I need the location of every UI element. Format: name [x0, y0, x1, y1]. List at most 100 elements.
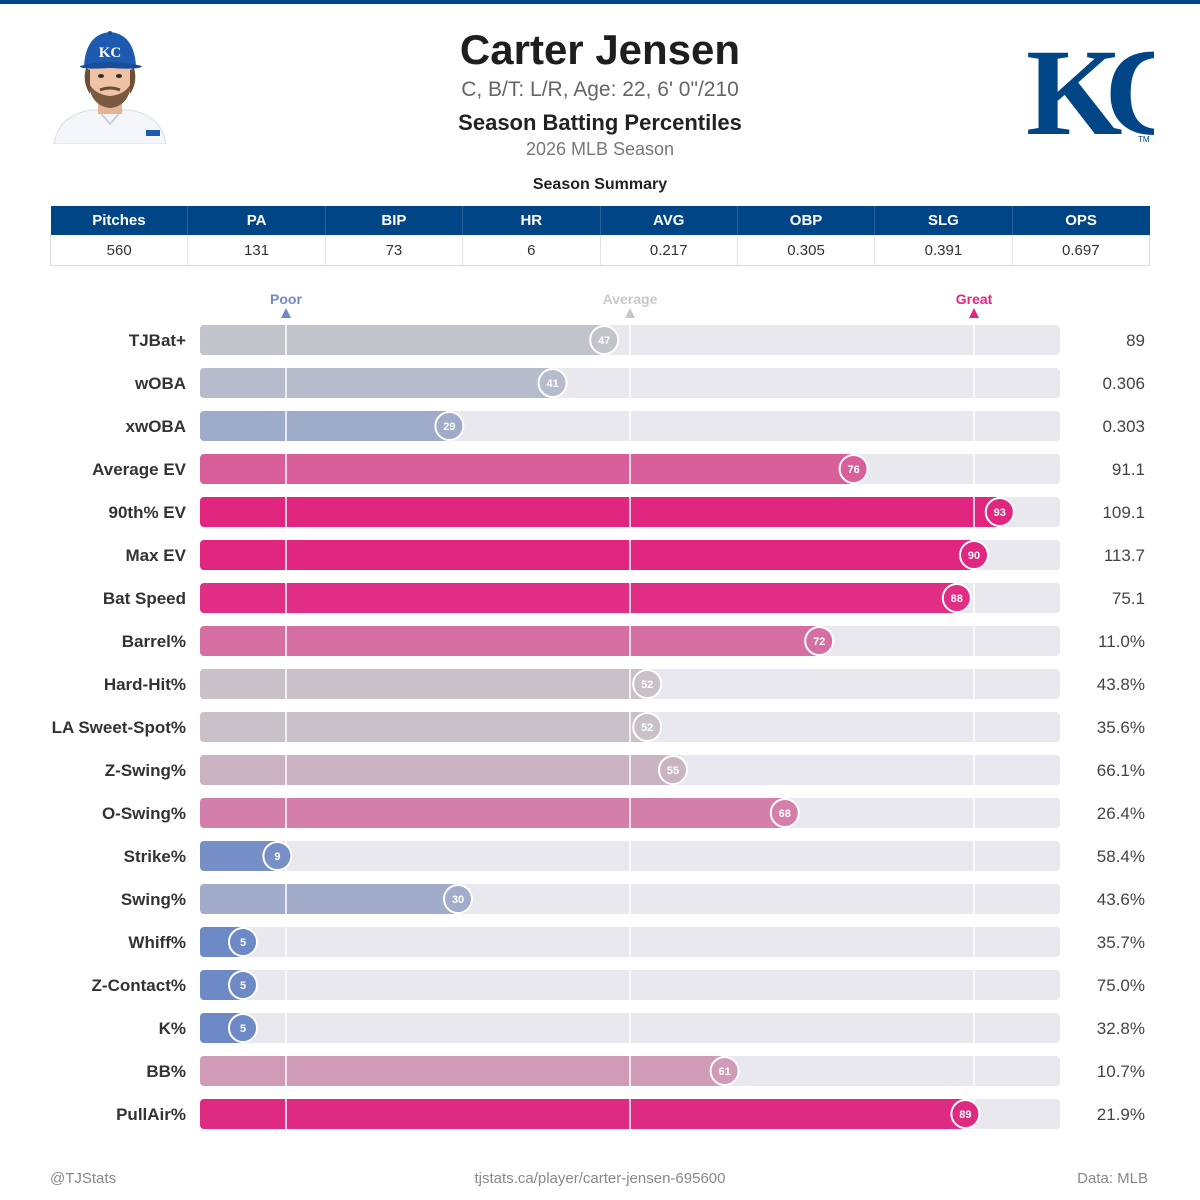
percentile-circle [262, 841, 293, 871]
percentile-label: 5 [240, 980, 246, 992]
stat-value: 11.0% [1098, 632, 1145, 651]
percentile-label: 47 [598, 335, 610, 347]
percentile-bar [200, 1056, 725, 1086]
percentile-circle [804, 626, 835, 656]
summary-value-cell: 131 [187, 235, 326, 266]
percentile-bar [200, 626, 820, 656]
marker-triangle [625, 308, 635, 318]
percentile-label: 9 [274, 851, 280, 863]
stat-value: 32.8% [1097, 1019, 1145, 1038]
metric-label: Max EV [126, 546, 187, 565]
percentile-circle [709, 1056, 740, 1086]
summary-header-cell: BIP [325, 206, 464, 235]
stat-value: 58.4% [1097, 847, 1145, 866]
stat-value: 89 [1126, 331, 1145, 350]
percentile-circle [959, 540, 989, 570]
summary-header-cell: PA [187, 206, 326, 235]
stat-value: 10.7% [1097, 1062, 1145, 1081]
percentile-circle [950, 1099, 981, 1129]
metric-label: Barrel% [122, 632, 186, 651]
percentile-label: 93 [994, 507, 1006, 519]
percentile-circle [984, 497, 1015, 527]
percentile-label: 52 [641, 722, 653, 734]
percentile-circle [443, 884, 473, 914]
percentile-label: 5 [240, 1023, 246, 1035]
metric-label: K% [159, 1019, 186, 1038]
summary-value-cell: 6 [462, 235, 601, 266]
percentile-label: 72 [813, 636, 825, 648]
summary-title: Season Summary [532, 176, 668, 193]
percentile-label: 5 [240, 937, 246, 949]
marker-triangle [281, 308, 291, 318]
summary-value-cell: 0.391 [874, 235, 1013, 266]
percentile-circle [632, 669, 663, 699]
stat-value: 109.1 [1102, 503, 1145, 522]
stat-value: 35.7% [1097, 933, 1145, 952]
metric-label: xwOBA [126, 417, 186, 436]
metric-label: BB% [146, 1062, 186, 1081]
summary-value-cell: 0.697 [1012, 235, 1151, 266]
summary-value-row: 560 131 73 6 0.217 0.305 0.391 0.697 [49, 235, 1151, 266]
summary-header-cell: HR [462, 206, 601, 235]
marker-label: Average [603, 291, 658, 307]
marker-label: Great [956, 291, 993, 307]
metric-label: Z-Contact% [92, 976, 186, 995]
stat-value: 75.0% [1097, 976, 1145, 995]
summary-value-cell: 0.305 [737, 235, 876, 266]
metric-label: LA Sweet-Spot% [52, 718, 186, 737]
metric-label: O-Swing% [102, 804, 186, 823]
chart-subtitle: Season Batting Percentiles [458, 110, 742, 135]
percentile-bar [200, 583, 957, 613]
footer-url: tjstats.ca/player/carter-jensen-695600 [474, 1170, 726, 1187]
percentile-circle [838, 454, 869, 484]
percentile-circle [658, 755, 688, 785]
percentile-circle [769, 798, 800, 828]
team-logo-trademark: TM [1138, 135, 1150, 144]
metric-label: Whiff% [128, 933, 186, 952]
percentile-circle [537, 368, 568, 398]
percentile-label: 55 [667, 765, 679, 777]
summary-header-row: Pitches PA BIP HR AVG OBP SLG OPS [50, 206, 1150, 235]
footer-source: Data: MLB [1077, 1170, 1148, 1187]
percentile-bar [200, 325, 605, 355]
percentile-label: 89 [959, 1109, 971, 1121]
team-logo: KC TM [1026, 24, 1154, 146]
season-summary-table: Pitches PA BIP HR AVG OBP SLG OPS 560 13… [49, 206, 1151, 266]
percentile-bar [200, 368, 553, 398]
percentile-label: 68 [779, 808, 791, 820]
percentile-label: 61 [718, 1066, 730, 1078]
team-logo-text: KC [1026, 24, 1154, 146]
percentile-circle [941, 583, 972, 613]
summary-header-cell: Pitches [50, 206, 189, 235]
footer-handle: @TJStats [50, 1170, 117, 1187]
metric-label: Hard-Hit% [104, 675, 186, 694]
stat-value: 26.4% [1097, 804, 1145, 823]
stat-value: 75.1 [1112, 589, 1145, 608]
percentile-label: 30 [452, 894, 464, 906]
metric-label: TJBat+ [129, 331, 186, 350]
metric-label: Z-Swing% [105, 761, 186, 780]
cap-logo-text: KC [99, 45, 122, 61]
summary-value-cell: 73 [325, 235, 464, 266]
metric-label: 90th% EV [109, 503, 187, 522]
metric-label: Swing% [121, 890, 186, 909]
percentile-bar [200, 884, 458, 914]
summary-header-cell: SLG [874, 206, 1013, 235]
stat-value: 0.306 [1102, 374, 1145, 393]
stat-value: 21.9% [1097, 1105, 1145, 1124]
metric-label: Bat Speed [103, 589, 186, 608]
summary-header-cell: AVG [600, 206, 738, 235]
marker-label: Poor [270, 291, 302, 307]
percentile-label: 41 [546, 378, 558, 390]
metric-label: wOBA [134, 374, 186, 393]
summary-header-cell: OPS [1012, 206, 1150, 235]
stat-value: 0.303 [1102, 417, 1145, 436]
metric-label: Average EV [92, 460, 187, 479]
percentile-circle [228, 927, 258, 957]
percentile-circle [632, 712, 663, 742]
percentile-circle [434, 411, 465, 441]
player-name: Carter Jensen [459, 26, 741, 73]
percentile-bar [200, 669, 648, 699]
percentile-label: 88 [951, 593, 963, 605]
percentile-bar [200, 454, 854, 484]
